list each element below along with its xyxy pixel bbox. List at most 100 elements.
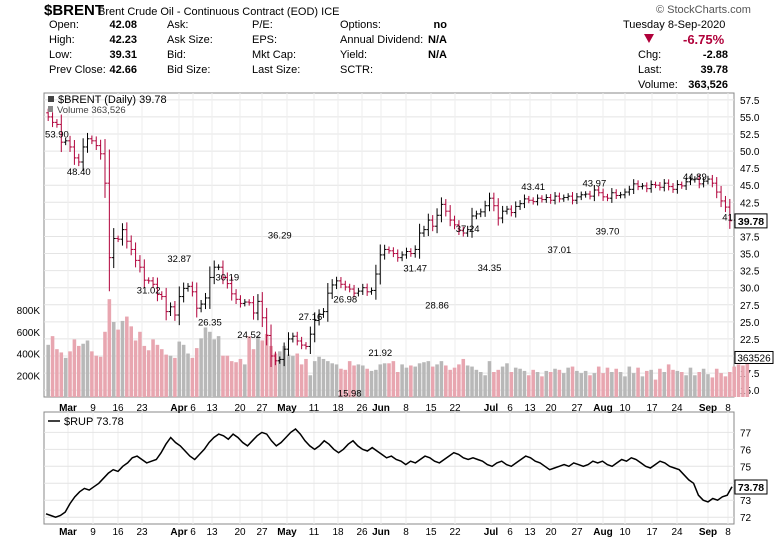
volume-bar <box>487 361 492 397</box>
ohlc-bar <box>111 228 116 269</box>
volume-bar <box>378 364 383 397</box>
rup-x-tick: Jul <box>484 527 499 538</box>
volume-bar <box>199 338 203 397</box>
volume-bar <box>120 320 125 397</box>
price-x-tick: May <box>277 403 297 414</box>
rup-x-tick: 27 <box>256 527 268 538</box>
volume-bar <box>706 374 710 397</box>
volume-bar <box>216 336 221 397</box>
volume-bar <box>129 326 133 397</box>
ohlc-bar <box>710 174 715 188</box>
ohlc-bar <box>164 287 169 321</box>
volume-bar <box>461 358 466 397</box>
volume-bar <box>186 353 190 397</box>
volume-bar <box>138 331 142 397</box>
volume-bar <box>448 369 452 397</box>
ohlc-bar <box>605 193 610 202</box>
volume-bar <box>452 367 457 397</box>
volume-bar <box>103 331 107 397</box>
quote-label: Options: <box>340 19 381 31</box>
price-x-tick: 9 <box>90 403 96 414</box>
ohlc-bar <box>295 331 300 346</box>
volume-bar <box>548 372 553 397</box>
ohlc-bar <box>137 255 142 273</box>
rup-x-tick: 9 <box>90 527 96 538</box>
price-x-tick: Sep <box>699 403 717 414</box>
ohlc-bar <box>317 309 322 326</box>
price-annotation: 30.19 <box>215 272 239 283</box>
ohlc-bar <box>657 181 662 191</box>
price-x-tick: 23 <box>136 403 148 414</box>
price-annotation: 44.89 <box>683 172 707 183</box>
rup-x-tick: 26 <box>356 527 368 538</box>
volume-bar <box>610 372 614 397</box>
ohlc-bar <box>168 302 173 317</box>
ohlc-bar <box>325 283 330 322</box>
price-annotation: 24.52 <box>237 330 261 341</box>
ohlc-bar <box>229 276 234 301</box>
ohlc-bar <box>400 251 405 262</box>
volume-bar <box>369 370 374 397</box>
volume-bar <box>90 351 94 397</box>
price-annotation: 39.70 <box>596 226 620 237</box>
price-y-tick: 55.0 <box>740 113 760 124</box>
volume-bar <box>496 369 501 397</box>
volume-bar <box>395 372 400 397</box>
ohlc-bar <box>723 195 728 213</box>
quote-label: Last: <box>638 64 662 76</box>
ohlc-bar <box>312 312 317 343</box>
price-x-tick: 13 <box>524 403 536 414</box>
ohlc-bar <box>282 342 287 367</box>
quote-label: Prev Close: <box>49 64 106 76</box>
volume-bar <box>649 369 653 397</box>
ohlc-bar <box>356 287 361 297</box>
ohlc-bar <box>334 276 339 290</box>
volume-bar <box>457 364 461 397</box>
volume-bar <box>601 373 605 397</box>
price-annotation: 48.40 <box>67 167 91 178</box>
ohlc-bar <box>500 205 505 224</box>
rup-x-tick: 6 <box>190 527 196 538</box>
volume-bar <box>125 316 129 397</box>
volume-bar <box>356 364 361 397</box>
ohlc-bar <box>395 249 400 262</box>
ohlc-bar <box>478 208 483 218</box>
volume-bar <box>675 370 680 397</box>
volume-bar <box>553 368 557 397</box>
volume-bar <box>566 367 570 397</box>
volume-bar <box>160 349 164 397</box>
rup-x-tick: 13 <box>524 527 536 538</box>
ohlc-bar <box>242 299 247 307</box>
ohlc-bar <box>89 135 94 145</box>
ohlc-bar <box>592 185 597 202</box>
ohlc-bar <box>609 188 614 203</box>
quote-date: Tuesday 8-Sep-2020 <box>623 19 726 31</box>
rup-x-tick: 18 <box>332 527 344 538</box>
rup-x-tick: 11 <box>309 527 320 538</box>
volume-bar <box>653 379 658 397</box>
volume-bar <box>330 363 334 397</box>
rup-x-tick: 15 <box>425 527 437 538</box>
volume-bar <box>334 364 339 397</box>
volume-bar <box>203 327 208 397</box>
volume-bar <box>732 366 736 397</box>
quote-label: Last Size: <box>252 64 301 76</box>
ohlc-bar <box>491 192 496 212</box>
ohlc-bar <box>553 192 558 205</box>
price-x-tick: 24 <box>671 403 683 414</box>
volume-bar <box>531 369 535 397</box>
rup-x-tick: 20 <box>234 527 246 538</box>
ohlc-bar <box>719 185 724 208</box>
ohlc-bar <box>54 119 59 128</box>
volume-bar <box>326 361 330 397</box>
ohlc-bar <box>234 289 239 304</box>
ohlc-bar <box>504 205 509 215</box>
volume-bar <box>221 355 225 397</box>
last-volume-tag <box>734 350 774 364</box>
ohlc-bar <box>727 198 732 229</box>
volume-bar <box>238 358 243 397</box>
volume-bar <box>745 356 750 397</box>
volume-bar <box>256 336 260 397</box>
volume-bar <box>583 370 588 397</box>
ohlc-bar <box>539 195 544 203</box>
